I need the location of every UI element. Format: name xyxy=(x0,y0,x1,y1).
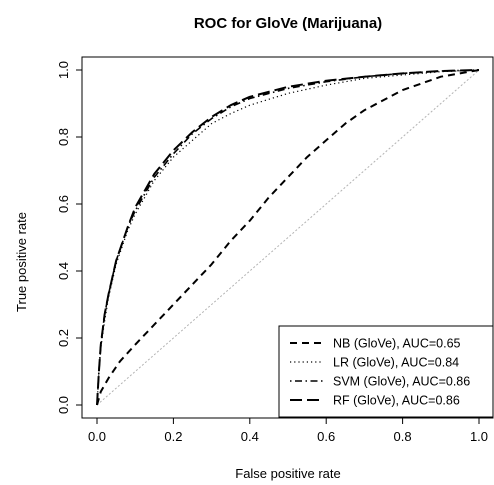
x-tick-label: 0.6 xyxy=(317,429,335,444)
x-axis: 0.0 0.2 0.4 0.6 0.8 1.0 xyxy=(88,418,488,444)
legend-box xyxy=(278,325,494,418)
legend-entry: RF (GloVe), AUC=0.86 xyxy=(333,394,460,408)
x-axis-label: False positive rate xyxy=(235,466,341,481)
y-tick-label: 0.8 xyxy=(56,128,71,146)
plot-frame xyxy=(81,56,494,419)
plot-area xyxy=(81,56,494,419)
x-tick-label: 0.0 xyxy=(88,429,106,444)
x-tick-label: 0.8 xyxy=(394,429,412,444)
x-tick-label: 0.2 xyxy=(164,429,182,444)
y-tick-label: 0.4 xyxy=(56,262,71,280)
chance-diagonal xyxy=(96,69,480,406)
y-axis-label: True positive rate xyxy=(14,212,29,312)
x-tick-label: 0.4 xyxy=(241,429,259,444)
y-tick-label: 1.0 xyxy=(56,61,71,79)
x-tick-label: 1.0 xyxy=(470,429,488,444)
roc-curve-rf xyxy=(96,69,480,406)
y-tick-label: 0.0 xyxy=(56,396,71,414)
roc-curve-lr xyxy=(96,69,480,406)
y-tick-label: 0.6 xyxy=(56,195,71,213)
legend-entry: SVM (GloVe), AUC=0.86 xyxy=(333,375,470,389)
legend: NB (GloVe), AUC=0.65 LR (GloVe), AUC=0.84… xyxy=(278,325,494,418)
roc-curve-nb xyxy=(96,69,480,406)
y-tick-label: 0.2 xyxy=(56,329,71,347)
legend-entry: LR (GloVe), AUC=0.84 xyxy=(333,356,459,370)
chart-title: ROC for GloVe (Marijuana) xyxy=(194,15,382,32)
legend-entry: NB (GloVe), AUC=0.65 xyxy=(333,337,461,351)
y-axis: 0.0 0.2 0.4 0.6 0.8 1.0 xyxy=(56,61,82,414)
